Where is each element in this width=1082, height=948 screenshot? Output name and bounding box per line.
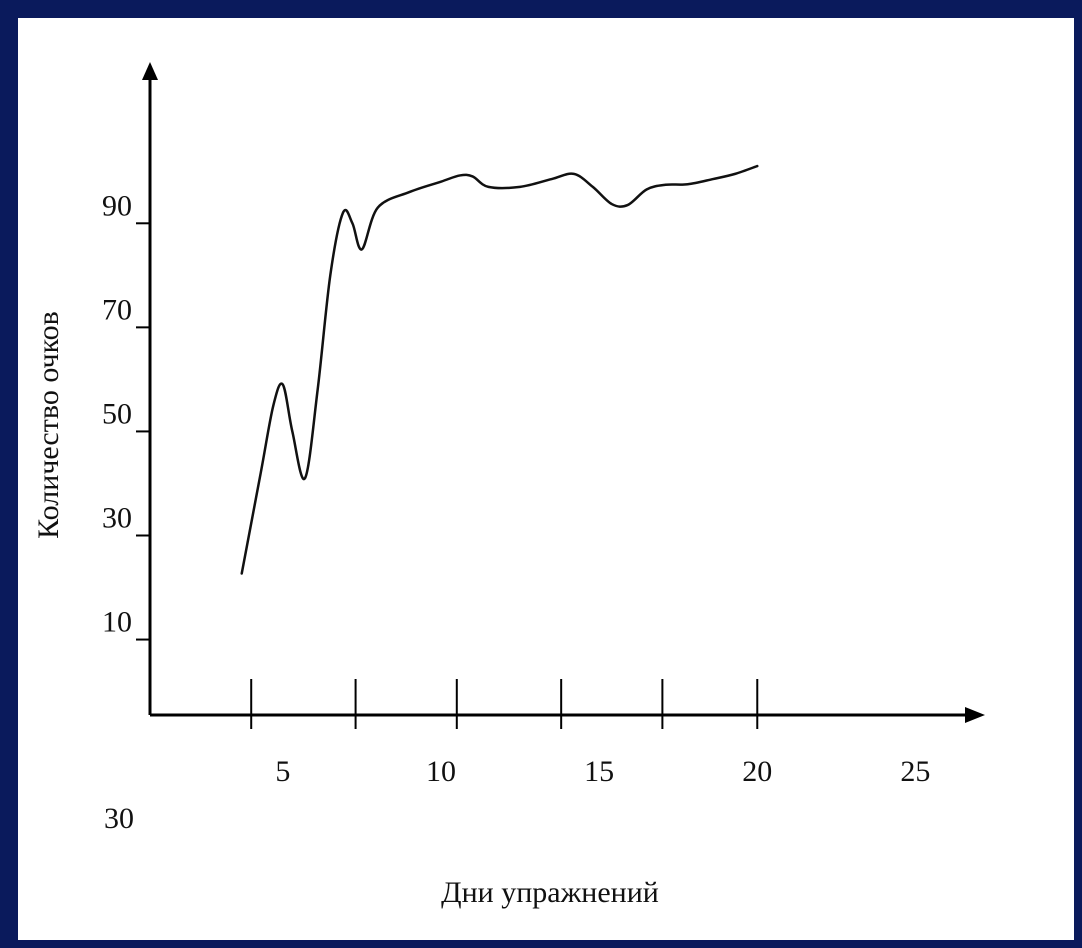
y-axis-title: Количество очков — [32, 311, 65, 539]
y-tick-label-30: 30 — [102, 501, 132, 534]
y-tick-label-10: 10 — [102, 606, 132, 639]
x-tick-label-25: 25 — [900, 755, 930, 788]
ticks: 10 30 50 70 90 5 10 15 20 25 — [102, 189, 930, 788]
x-axis-arrowhead — [965, 707, 985, 723]
x-axis-title: Дни упражнений — [441, 876, 659, 909]
slide-panel — [18, 18, 1074, 940]
y-axis-arrowhead — [142, 62, 158, 80]
x-tick-label-20: 20 — [742, 755, 772, 788]
y-tick-label-50: 50 — [102, 397, 132, 430]
series-line — [240, 164, 759, 575]
y-tick-label-70: 70 — [102, 293, 132, 326]
x-tick-label-10: 10 — [426, 755, 456, 788]
extra-label-30: 30 — [104, 802, 134, 835]
axes — [142, 62, 985, 723]
x-tick-label-15: 15 — [584, 755, 614, 788]
y-tick-label-90: 90 — [102, 189, 132, 222]
x-tick-label-5: 5 — [275, 755, 290, 788]
